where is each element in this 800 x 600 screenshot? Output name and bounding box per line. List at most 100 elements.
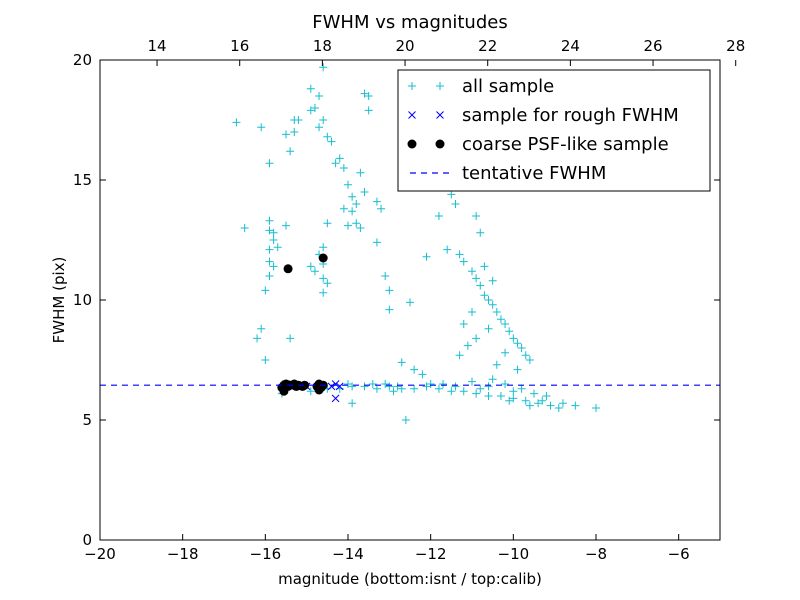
all-sample-point [306,84,315,93]
all-sample-point [501,320,510,328]
all-sample-point [319,274,328,283]
legend-label-all-sample: all sample [462,76,554,97]
all-sample-point [265,159,274,168]
all-sample-point [240,224,249,232]
all-sample-point [360,89,369,98]
all-sample-point [385,286,394,295]
all-sample-point [451,382,460,391]
all-sample-point [306,106,315,115]
all-sample-point [397,358,406,367]
legend-label-tentative-fwhm: tentative FWHM [462,163,606,184]
all-sample-point [443,245,452,254]
y-tick-label: 0 [82,531,92,549]
all-sample-point [455,250,464,259]
all-sample-point [484,382,493,391]
all-sample-point [488,276,497,285]
all-sample-point [521,351,530,360]
all-sample-point [377,204,386,213]
top-x-tick-label: 22 [478,37,497,55]
all-sample-point [422,382,431,391]
y-tick-label: 10 [73,291,92,309]
all-sample-point [393,382,402,391]
axes: −20 −18 −16 −14 −12 −10 −8 −6 0 5 10 15 20 14 16 18 20 22… [73,37,745,563]
all-sample-point [344,380,352,388]
coarse-psf-like-sample-point [279,386,289,396]
all-sample-point [472,334,481,343]
legend-marker-all-sample [408,82,416,90]
top-x-tick-label: 20 [395,37,414,55]
all-sample-point [265,272,274,280]
all-sample-point [319,116,328,124]
top-x-tick-label: 26 [643,37,662,55]
all-sample-point [439,380,448,388]
all-sample-point [496,315,505,324]
legend-marker-sample-for-rough-fwhm [436,111,444,119]
legend-label-sample-for-rough-fwhm: sample for rough FWHM [462,105,679,126]
legend-marker-sample-for-rough-fwhm [408,111,416,119]
sample-for-rough-fwhm-point [331,394,340,403]
top-x-tick-label: 16 [230,37,249,55]
all-sample-point [538,396,547,405]
all-sample-point [546,401,555,410]
all-sample-point [509,334,518,343]
all-sample-point [459,320,468,328]
x-tick-label: −16 [250,545,282,563]
all-sample-point [459,387,468,396]
all-sample-point [554,404,563,412]
all-sample-point [571,401,580,410]
legend-marker-all-sample [436,82,444,90]
all-sample-point [385,382,394,391]
x-axis-label: magnitude (bottom:isnt / top:calib) [278,570,542,588]
all-sample-point [455,351,464,360]
all-sample-point [348,192,357,201]
top-x-tick-label: 24 [561,37,580,55]
y-tick-label: 15 [73,171,92,189]
all-sample-point [348,382,357,391]
all-sample-point [534,399,543,408]
all-sample-point [488,300,497,309]
all-sample-point [306,387,315,396]
all-sample-point [496,392,505,400]
x-tick-label: −10 [498,545,530,563]
legend-box [397,69,711,192]
all-sample-point [364,92,373,100]
all-sample-point [344,180,352,189]
all-sample-point [232,118,241,127]
all-sample-point [319,63,328,72]
all-sample-point [501,380,510,388]
all-sample-point [558,399,567,408]
all-sample-point [310,267,319,276]
all-sample-point [339,204,348,213]
all-sample-point [418,370,427,379]
all-sample-point [315,123,324,132]
all-sample-point [372,384,381,393]
all-sample-point [513,339,522,348]
all-sample-point [306,262,315,271]
all-sample-point [315,92,324,100]
all-sample-point [459,257,468,266]
all-sample-point [348,399,357,408]
all-sample-point [257,324,266,333]
all-sample-point [517,384,526,393]
coarse-psf-like-sample-point [300,380,310,390]
y-tick-label: 20 [73,51,92,69]
all-sample-point [472,389,481,398]
all-sample-point [484,324,493,333]
all-sample-point [472,274,481,283]
x-tick-label: −18 [167,545,199,563]
all-sample-point [286,334,295,343]
all-sample-point [509,394,518,403]
all-sample-point [327,137,336,146]
all-sample-point [348,207,357,216]
y-tick-label: 5 [82,411,92,429]
all-sample-point [492,308,501,316]
all-sample-point [422,252,431,261]
sample-for-rough-fwhm-point [327,382,336,391]
all-sample-point [265,257,274,266]
legend-marker-coarse-psf-like-sample [435,139,445,149]
all-sample-point [269,228,278,237]
all-sample-point [468,267,476,276]
all-sample-point [447,387,456,396]
all-sample-point [389,387,398,396]
all-sample-point [265,216,274,225]
